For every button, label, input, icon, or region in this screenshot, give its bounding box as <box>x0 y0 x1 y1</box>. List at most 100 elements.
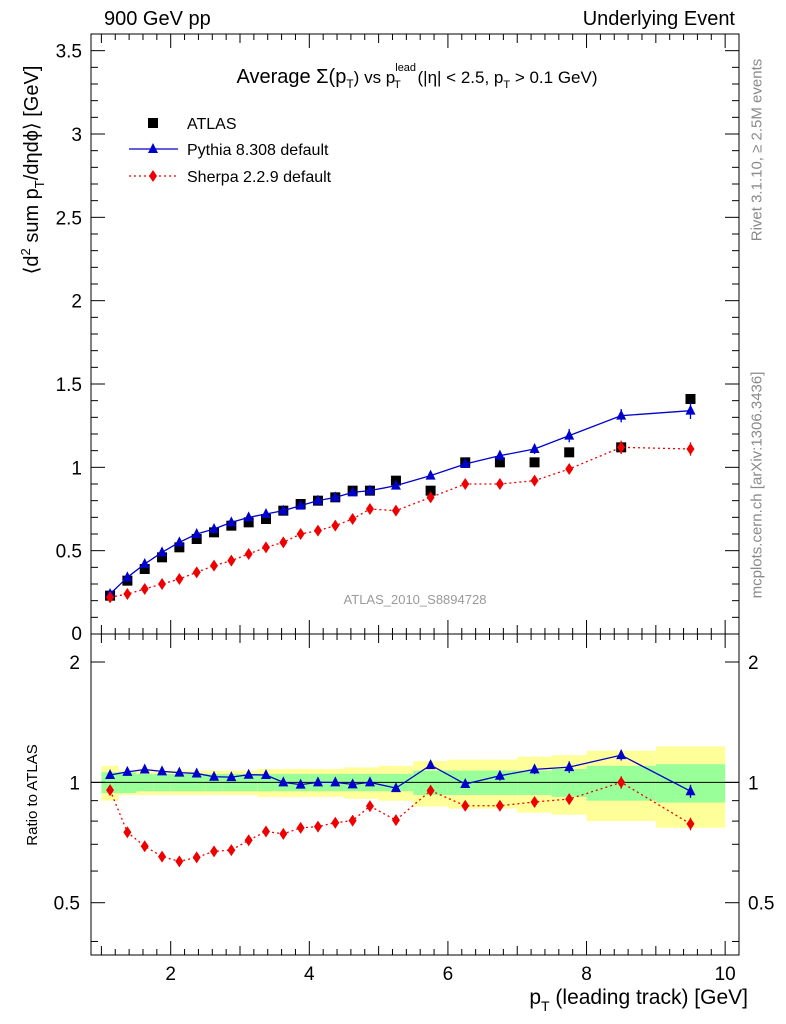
atlas-point <box>157 552 168 563</box>
sherpa-2-2-9-default-ratio-point <box>158 850 167 863</box>
sherpa-2-2-9-default-point <box>192 566 201 579</box>
sherpa-2-2-9-default-point <box>244 548 253 560</box>
pythia-8-308-default-ratio-point <box>209 770 220 781</box>
pythia-8-308-default-ratio-point <box>174 766 185 777</box>
ratio-y-tick-label-right: 0.5 <box>748 894 774 915</box>
x-tick-label: 2 <box>165 964 176 985</box>
pythia-8-308-default-ratio-point <box>529 763 540 774</box>
atlas-point <box>174 542 185 553</box>
header-right: Underlying Event <box>582 8 735 30</box>
sherpa-2-2-9-default-ratio-point <box>123 826 132 839</box>
x-tick-label: 6 <box>443 964 454 985</box>
chart-title: Average Σ(pT) vs plead T (|η| < 2.5, pT >… <box>236 62 597 91</box>
pythia-8-308-default-ratio-point <box>122 765 133 776</box>
atlas-point <box>685 394 696 404</box>
sherpa-2-2-9-default-line <box>109 446 691 598</box>
sherpa-2-2-9-default-ratio-point <box>261 825 270 838</box>
analysis-label: ATLAS_2010_S8894728 <box>344 592 487 607</box>
pythia-8-308-default-point <box>243 511 254 522</box>
sherpa-2-2-9-default-ratio-point <box>296 821 305 834</box>
sherpa-2-2-9-default-ratio-point <box>348 814 357 827</box>
legend-marker <box>148 143 158 153</box>
sherpa-2-2-9-default-ratio-point <box>210 845 219 858</box>
sherpa-2-2-9-default-ratio-point <box>244 834 253 847</box>
ratio-panel: 0.5 0.5 1 1 2 2 <box>54 633 774 956</box>
pythia-8-308-default-ratio-point <box>494 769 505 780</box>
legend-label: Sherpa 2.2.9 default <box>187 169 332 186</box>
sherpa-2-2-9-default-point <box>391 504 400 517</box>
pythia-8-308-default-point <box>616 409 627 420</box>
pythia-8-308-default-point <box>460 458 471 468</box>
legend: ATLAS Pythia 8.308 default Sherpa 2.2.9 de… <box>129 116 332 186</box>
ratio-y-tick-label: 0.5 <box>54 894 80 915</box>
sherpa-2-2-9-default-point <box>210 559 219 572</box>
y-tick-label: 2 <box>71 292 82 313</box>
y-tick-label: 0.5 <box>56 542 82 563</box>
sherpa-2-2-9-default-point <box>426 491 435 504</box>
atlas-point <box>425 485 436 496</box>
sherpa-2-2-9-default-ratio-point <box>227 844 236 857</box>
pythia-8-308-default-ratio-point <box>347 778 358 789</box>
pythia-8-308-default-ratio-point <box>191 767 202 778</box>
pythia-8-308-default-point <box>494 449 505 460</box>
pythia-8-308-default-point <box>139 558 150 568</box>
sherpa-2-2-9-default-point <box>279 536 288 549</box>
sherpa-2-2-9-default-point <box>140 583 149 595</box>
pythia-8-308-default-point <box>174 536 185 547</box>
sherpa-2-2-9-default-ratio-point <box>565 793 574 806</box>
sherpa-2-2-9-default-point <box>261 541 270 554</box>
sherpa-2-2-9-default-point <box>495 478 504 490</box>
pythia-8-308-default-ratio-point <box>616 749 627 760</box>
sherpa-2-2-9-default-ratio-point <box>140 840 149 853</box>
pythia-8-308-default-point <box>364 484 375 495</box>
atlas-point <box>260 514 271 524</box>
ratio-y-tick-label: 1 <box>69 773 80 794</box>
y-axis-label: ⟨d2 sum pT/dηdϕ⟩ [GeV] <box>18 66 47 275</box>
ratio-frame <box>90 633 740 956</box>
sherpa-2-2-9-default-point <box>313 524 322 537</box>
sherpa-2-2-9-default-point <box>158 578 167 590</box>
pythia-8-308-default-ratio-point <box>139 763 150 774</box>
atlas-point <box>564 447 575 458</box>
y-tick-label: 1.5 <box>56 375 82 396</box>
sherpa-2-2-9-default-point <box>565 463 574 475</box>
pythia-8-308-default-ratio-point <box>330 776 341 787</box>
x-tick-label: 4 <box>304 964 315 985</box>
sherpa-2-2-9-default-ratio-point <box>426 784 435 797</box>
pythia-8-308-default-point <box>157 546 168 557</box>
pythia-8-308-default-ratio-point <box>105 768 116 779</box>
pythia-8-308-default-point <box>191 528 202 538</box>
ratio-y-tick-label: 2 <box>69 653 80 674</box>
y-tick-label: 3 <box>71 125 82 146</box>
sherpa-2-2-9-default-point <box>530 474 539 487</box>
main-panel: 2 4 6 8 10 0.5 1 1.5 2 2.5 3 3.5 0 ATLAS Pythia 8.308 … <box>56 33 740 985</box>
sherpa-2-2-9-default-ratio-point <box>617 776 626 789</box>
pythia-8-308-default-point <box>685 404 696 415</box>
pythia-8-308-default-ratio-point <box>312 776 323 787</box>
x-tick-label: 10 <box>715 964 736 985</box>
sherpa-2-2-9-default-ratio-point <box>175 855 184 868</box>
sherpa-2-2-9-default-point <box>227 554 236 567</box>
y-tick-label: 3.5 <box>56 42 82 63</box>
legend-marker <box>148 118 158 128</box>
sherpa-2-2-9-default-point <box>331 519 340 532</box>
pythia-8-308-default-point <box>425 469 436 480</box>
sherpa-2-2-9-default-point <box>175 573 184 585</box>
ratio-y-axis-label: Ratio to ATLAS <box>24 744 41 845</box>
sherpa-2-2-9-default-ratio-point <box>192 851 201 864</box>
atlas-point <box>243 517 254 528</box>
sherpa-2-2-9-default-ratio-point <box>313 820 322 833</box>
pythia-8-308-default-ratio-point <box>278 776 289 787</box>
sherpa-2-2-9-default-ratio-point <box>530 795 539 808</box>
pythia-8-308-default-ratio-point <box>564 761 575 772</box>
sherpa-2-2-9-default-point <box>686 443 695 455</box>
pythia-8-308-default-ratio-point <box>295 778 306 789</box>
pythia-8-308-default-ratio-point <box>425 759 436 770</box>
sherpa-2-2-9-default-ratio-point <box>331 816 340 829</box>
y-tick-label: 2.5 <box>56 208 82 229</box>
legend-label: Pythia 8.308 default <box>187 142 329 159</box>
pythia-8-308-default-point <box>390 479 401 490</box>
pythia-8-308-default-point <box>564 429 575 440</box>
pythia-8-308-default-line <box>109 410 691 595</box>
